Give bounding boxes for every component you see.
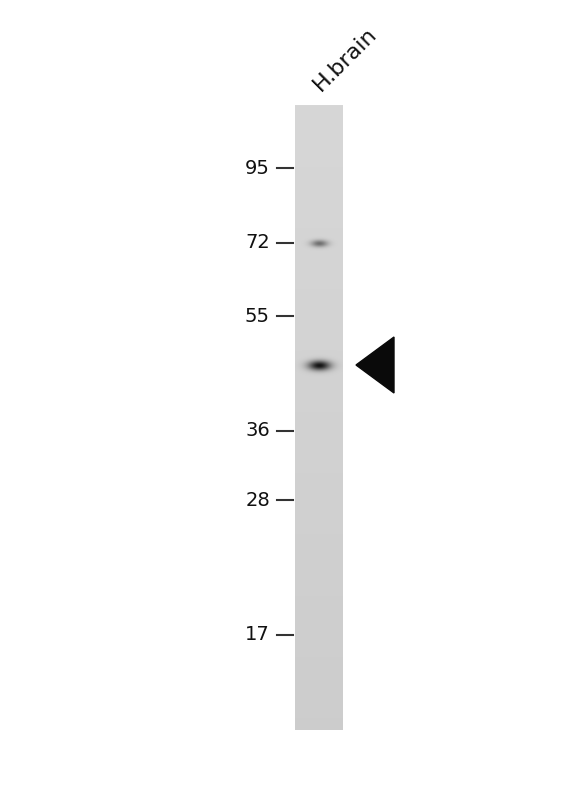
Text: 95: 95: [245, 158, 270, 178]
Text: 36: 36: [245, 422, 270, 441]
Text: H.brain: H.brain: [310, 24, 381, 95]
Text: 17: 17: [245, 626, 270, 645]
Text: 55: 55: [245, 306, 270, 326]
Text: 28: 28: [245, 490, 270, 510]
Polygon shape: [356, 337, 394, 393]
Text: 72: 72: [245, 234, 270, 253]
